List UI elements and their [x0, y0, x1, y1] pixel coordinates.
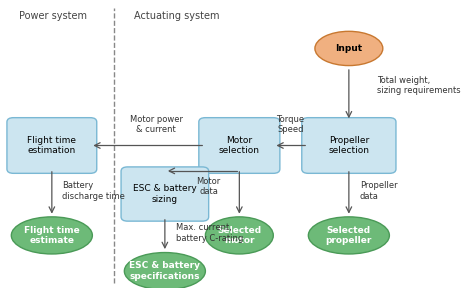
Text: Propeller
data: Propeller data	[360, 182, 397, 201]
Text: Selected
motor: Selected motor	[217, 226, 261, 245]
Text: Max. current,
battery C-rating: Max. current, battery C-rating	[176, 223, 243, 243]
Text: Motor
data: Motor data	[197, 177, 221, 196]
FancyBboxPatch shape	[302, 118, 396, 173]
Text: Flight time
estimation: Flight time estimation	[27, 136, 76, 155]
Text: Motor power
& current: Motor power & current	[129, 115, 182, 134]
Text: Battery
discharge time: Battery discharge time	[62, 182, 125, 201]
Text: Torque
Speed: Torque Speed	[276, 115, 305, 134]
Text: Propeller
selection: Propeller selection	[328, 136, 369, 155]
Ellipse shape	[315, 31, 383, 65]
Text: ESC & battery
sizing: ESC & battery sizing	[133, 184, 197, 204]
Ellipse shape	[11, 217, 92, 254]
Ellipse shape	[309, 217, 389, 254]
Text: Motor
selection: Motor selection	[219, 136, 260, 155]
Text: Total weight,
sizing requirements: Total weight, sizing requirements	[377, 76, 461, 95]
Text: Input: Input	[335, 44, 363, 53]
FancyBboxPatch shape	[121, 167, 209, 221]
Ellipse shape	[205, 217, 273, 254]
Text: Actuating system: Actuating system	[134, 11, 220, 21]
Text: Selected
propeller: Selected propeller	[326, 226, 372, 245]
Text: Power system: Power system	[19, 11, 87, 21]
FancyBboxPatch shape	[199, 118, 280, 173]
Ellipse shape	[124, 253, 205, 290]
Text: Flight time
estimate: Flight time estimate	[24, 226, 80, 245]
Text: ESC & battery
specifications: ESC & battery specifications	[129, 261, 201, 281]
FancyBboxPatch shape	[7, 118, 97, 173]
